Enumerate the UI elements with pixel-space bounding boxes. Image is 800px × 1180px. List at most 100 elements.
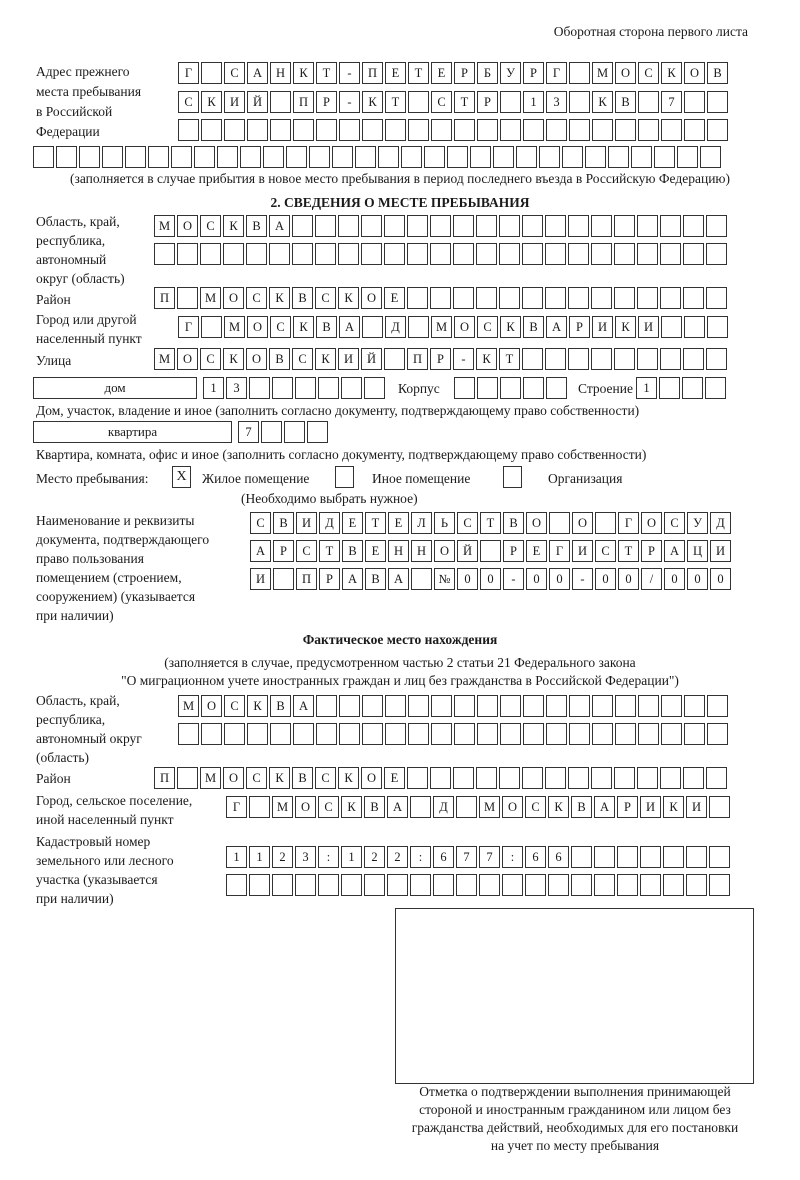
char-cell[interactable] xyxy=(384,215,405,237)
char-cell[interactable] xyxy=(194,146,215,168)
char-cell[interactable]: С xyxy=(246,287,267,309)
char-cell[interactable]: К xyxy=(247,695,268,717)
char-cell[interactable] xyxy=(640,874,661,896)
char-cell[interactable] xyxy=(569,695,590,717)
char-cell[interactable] xyxy=(709,796,730,818)
char-cell[interactable]: П xyxy=(293,91,314,113)
char-cell[interactable]: В xyxy=(523,316,544,338)
char-cell[interactable] xyxy=(499,767,520,789)
char-cell[interactable]: А xyxy=(247,62,268,84)
char-cell[interactable] xyxy=(705,377,726,399)
char-cell[interactable] xyxy=(614,348,635,370)
char-cell[interactable]: К xyxy=(341,796,362,818)
char-cell[interactable] xyxy=(522,348,543,370)
char-cell[interactable]: К xyxy=(223,215,244,237)
char-cell[interactable]: 0 xyxy=(549,568,570,590)
char-cell[interactable] xyxy=(249,377,270,399)
char-cell[interactable] xyxy=(171,146,192,168)
char-cell[interactable] xyxy=(615,723,636,745)
char-cell[interactable]: Д xyxy=(385,316,406,338)
char-cell[interactable]: О xyxy=(246,348,267,370)
char-cell[interactable]: Ц xyxy=(687,540,708,562)
char-cell[interactable] xyxy=(637,348,658,370)
char-cell[interactable] xyxy=(338,215,359,237)
char-cell[interactable]: В xyxy=(292,767,313,789)
char-cell[interactable]: А xyxy=(387,796,408,818)
char-cell[interactable] xyxy=(522,243,543,265)
char-cell[interactable] xyxy=(361,215,382,237)
char-cell[interactable]: - xyxy=(572,568,593,590)
char-cell[interactable] xyxy=(608,146,629,168)
char-cell[interactable] xyxy=(226,874,247,896)
char-cell[interactable]: О xyxy=(247,316,268,338)
char-cell[interactable] xyxy=(201,119,222,141)
char-cell[interactable] xyxy=(79,146,100,168)
char-cell[interactable] xyxy=(569,119,590,141)
char-cell[interactable]: П xyxy=(362,62,383,84)
char-cell[interactable] xyxy=(594,846,615,868)
char-cell[interactable]: К xyxy=(362,91,383,113)
char-cell[interactable]: В xyxy=(571,796,592,818)
char-cell[interactable]: С xyxy=(270,316,291,338)
char-cell[interactable]: В xyxy=(707,62,728,84)
char-cell[interactable]: В xyxy=(316,316,337,338)
char-cell[interactable]: 1 xyxy=(523,91,544,113)
char-cell[interactable]: 2 xyxy=(272,846,293,868)
char-cell[interactable]: П xyxy=(296,568,317,590)
char-cell[interactable]: 0 xyxy=(526,568,547,590)
char-cell[interactable]: С xyxy=(178,91,199,113)
char-cell[interactable] xyxy=(454,723,475,745)
char-cell[interactable] xyxy=(431,723,452,745)
char-cell[interactable] xyxy=(683,215,704,237)
char-cell[interactable]: 1 xyxy=(636,377,657,399)
char-cell[interactable]: О xyxy=(684,62,705,84)
char-cell[interactable]: - xyxy=(503,568,524,590)
char-cell[interactable]: Т xyxy=(618,540,639,562)
char-cell[interactable]: Т xyxy=(365,512,386,534)
char-cell[interactable]: М xyxy=(200,287,221,309)
char-cell[interactable] xyxy=(431,119,452,141)
char-cell[interactable] xyxy=(154,243,175,265)
char-cell[interactable]: № xyxy=(434,568,455,590)
char-cell[interactable]: О xyxy=(572,512,593,534)
char-cell[interactable] xyxy=(476,287,497,309)
char-cell[interactable] xyxy=(546,377,567,399)
char-cell[interactable]: В xyxy=(269,348,290,370)
char-cell[interactable]: 6 xyxy=(548,846,569,868)
char-cell[interactable] xyxy=(661,723,682,745)
char-cell[interactable] xyxy=(385,723,406,745)
char-cell[interactable] xyxy=(525,874,546,896)
char-cell[interactable]: М xyxy=(178,695,199,717)
char-cell[interactable]: 1 xyxy=(203,377,224,399)
char-cell[interactable]: С xyxy=(250,512,271,534)
char-cell[interactable]: М xyxy=(224,316,245,338)
char-cell[interactable]: Е xyxy=(385,62,406,84)
char-cell[interactable]: Д xyxy=(319,512,340,534)
char-cell[interactable] xyxy=(385,119,406,141)
char-cell[interactable] xyxy=(201,62,222,84)
char-cell[interactable] xyxy=(500,91,521,113)
char-cell[interactable] xyxy=(661,119,682,141)
char-cell[interactable]: К xyxy=(293,316,314,338)
char-cell[interactable]: К xyxy=(663,796,684,818)
char-cell[interactable]: А xyxy=(339,316,360,338)
char-cell[interactable] xyxy=(549,512,570,534)
char-cell[interactable]: С xyxy=(315,287,336,309)
char-cell[interactable]: С xyxy=(638,62,659,84)
char-cell[interactable]: У xyxy=(687,512,708,534)
char-cell[interactable] xyxy=(707,119,728,141)
char-cell[interactable] xyxy=(408,119,429,141)
char-cell[interactable]: Е xyxy=(526,540,547,562)
char-cell[interactable] xyxy=(362,316,383,338)
char-cell[interactable] xyxy=(33,146,54,168)
char-cell[interactable] xyxy=(339,119,360,141)
char-cell[interactable] xyxy=(315,215,336,237)
char-cell[interactable]: С xyxy=(525,796,546,818)
char-cell[interactable] xyxy=(408,316,429,338)
char-cell[interactable]: О xyxy=(295,796,316,818)
char-cell[interactable]: Й xyxy=(457,540,478,562)
char-cell[interactable]: К xyxy=(548,796,569,818)
char-cell[interactable]: К xyxy=(661,62,682,84)
char-cell[interactable]: А xyxy=(546,316,567,338)
char-cell[interactable]: 1 xyxy=(341,846,362,868)
